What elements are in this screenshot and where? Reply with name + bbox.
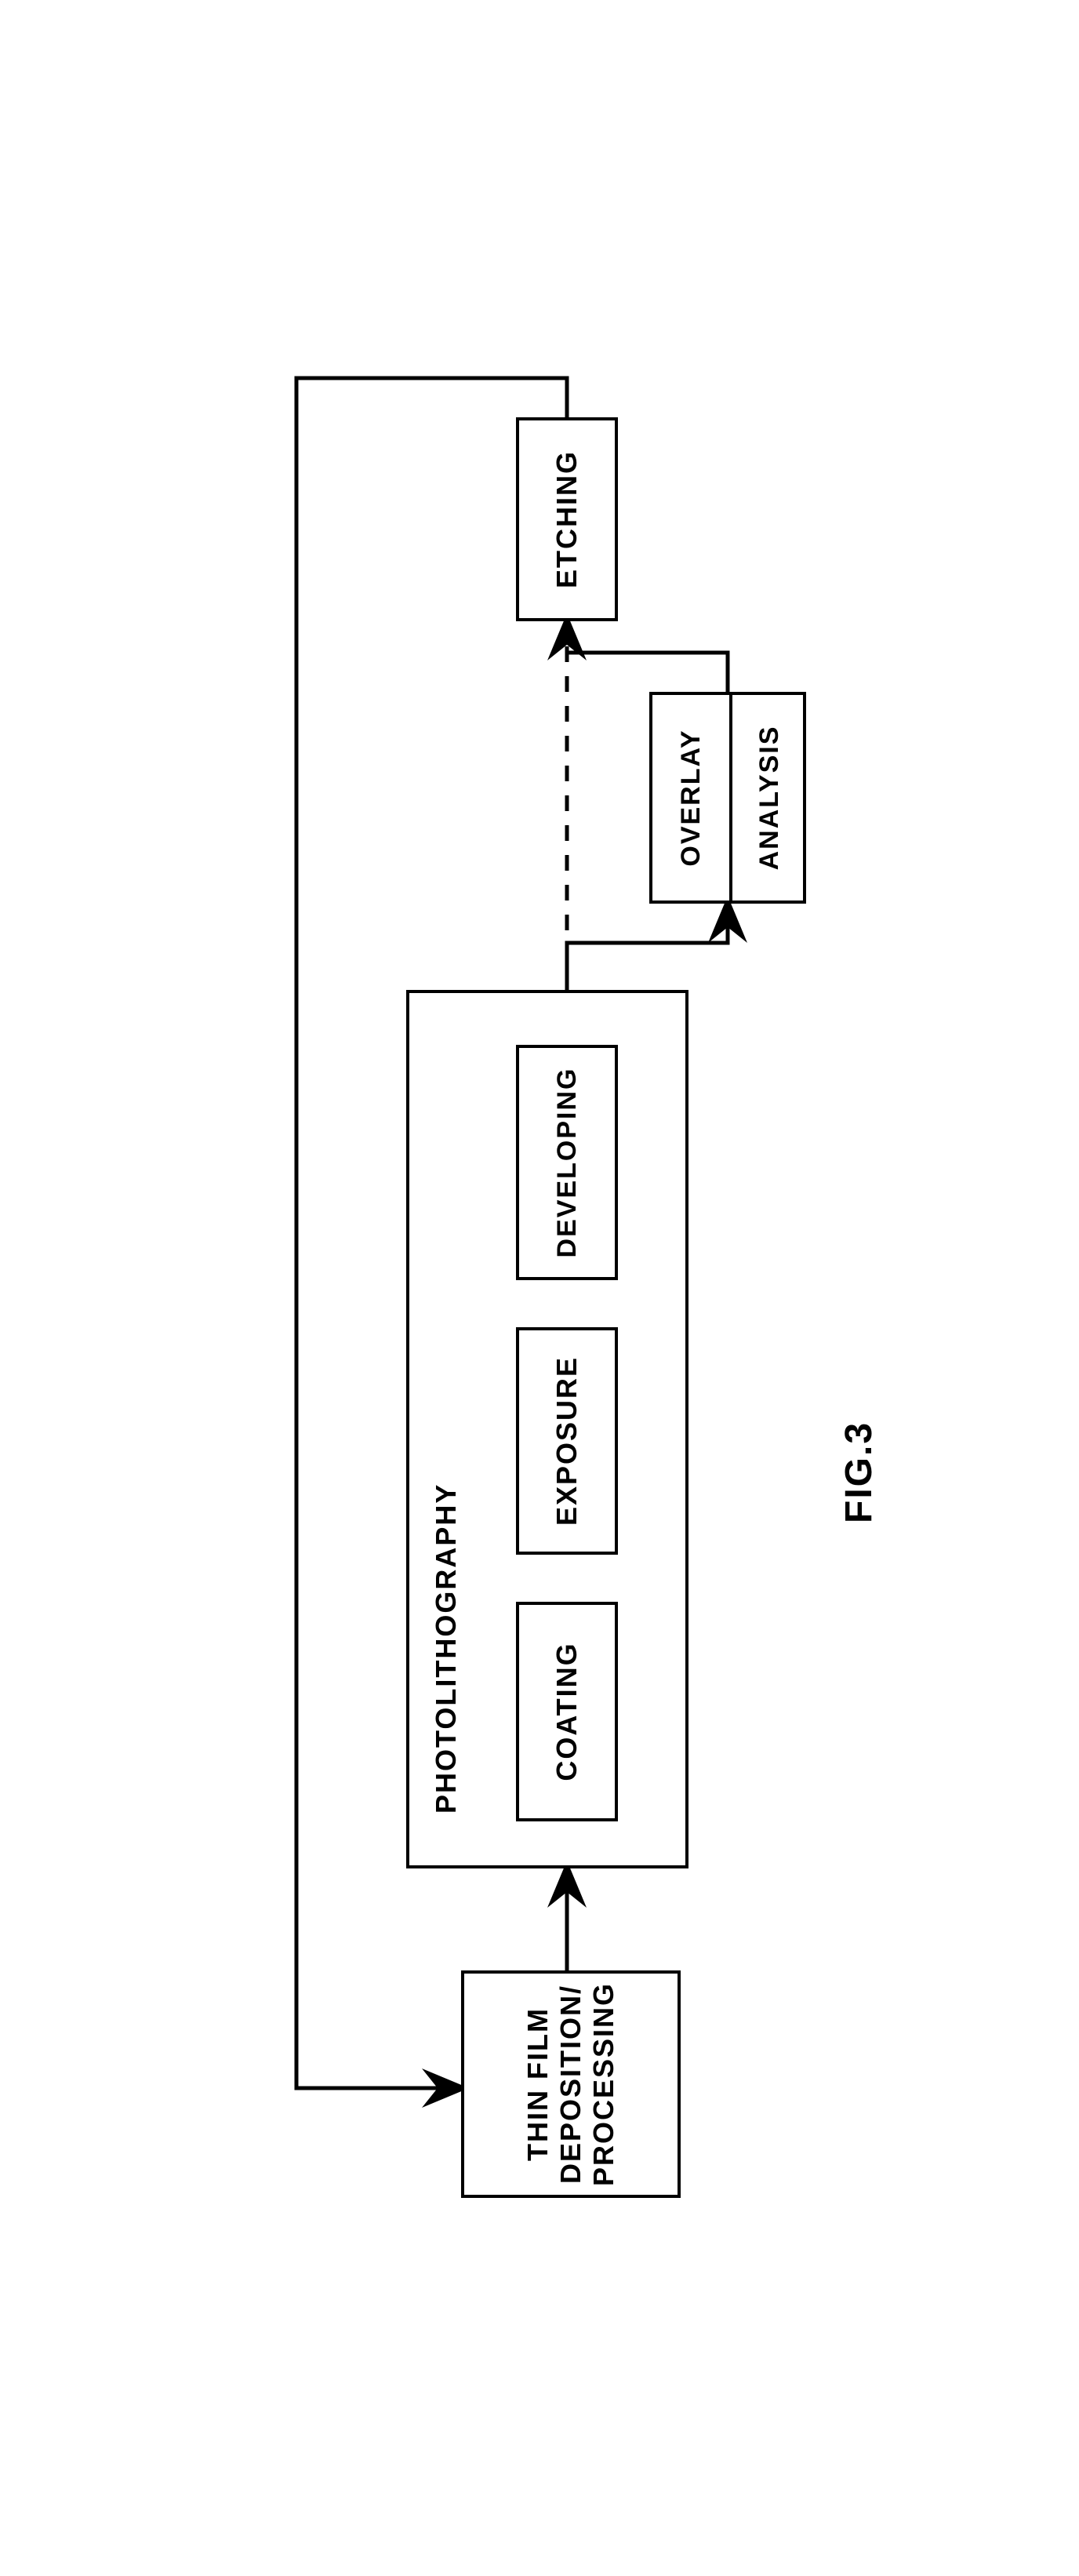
thin-film-box: THIN FILM DEPOSITION/ PROCESSING xyxy=(461,1970,681,2198)
photolithography-label: PHOTOLITHOGRAPHY xyxy=(430,1483,463,1814)
analysis-label: ANALYSIS xyxy=(729,695,806,901)
flow-diagram: PHOTOLITHOGRAPHY THIN FILM DEPOSITION/ P… xyxy=(187,347,892,2229)
exposure-box: EXPOSURE xyxy=(516,1327,618,1555)
figure-label: FIG.3 xyxy=(837,1421,881,1523)
developing-box: DEVELOPING xyxy=(516,1045,618,1280)
coating-box: COATING xyxy=(516,1602,618,1821)
etching-box: ETCHING xyxy=(516,417,618,621)
overlay-analysis-box: OVERLAY ANALYSIS xyxy=(649,692,806,904)
overlay-label: OVERLAY xyxy=(652,695,729,901)
